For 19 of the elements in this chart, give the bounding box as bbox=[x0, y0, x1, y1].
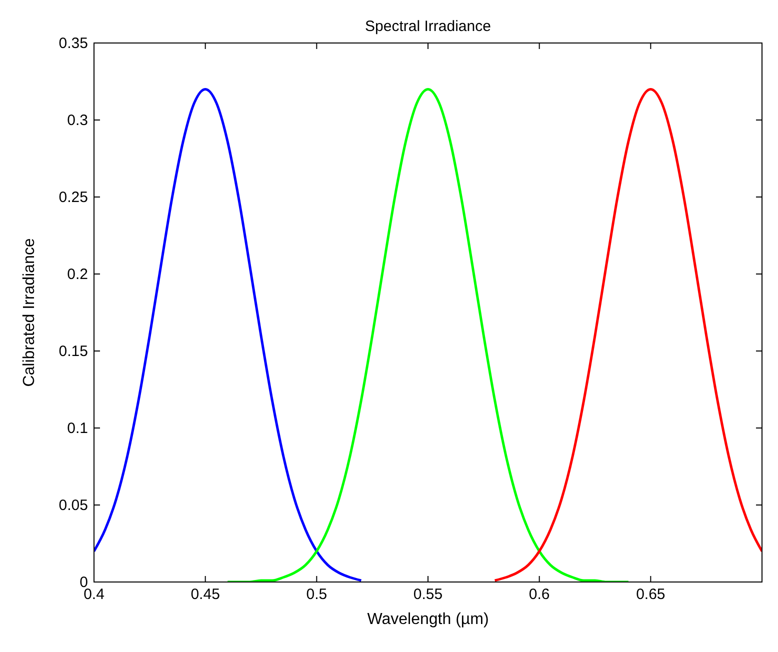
y-tick-label: 0.2 bbox=[67, 266, 88, 283]
y-axis-title: Calibrated Irradiance bbox=[21, 238, 38, 387]
x-tick-label: 0.4 bbox=[84, 586, 104, 603]
y-tick-label: 0.35 bbox=[58, 35, 88, 52]
y-tick-label: 0.3 bbox=[67, 112, 88, 129]
line-series bbox=[226, 88, 630, 582]
x-tick-label: 0.65 bbox=[636, 586, 666, 603]
line-series bbox=[94, 88, 362, 582]
y-tick-label: 0.1 bbox=[67, 420, 88, 437]
y-tick-label: 0.05 bbox=[58, 497, 88, 514]
y-tick-label: 0.15 bbox=[58, 343, 88, 360]
line-series bbox=[494, 88, 762, 582]
x-axis-title: Wavelength (µm) bbox=[367, 611, 489, 628]
chart-title: Spectral Irradiance bbox=[365, 18, 491, 35]
x-tick-label: 0.5 bbox=[306, 586, 328, 603]
y-tick-label: 0.25 bbox=[58, 189, 88, 206]
x-tick-label: 0.45 bbox=[190, 586, 220, 603]
x-tick-label: 0.6 bbox=[528, 586, 550, 603]
x-tick-label: 0.55 bbox=[413, 586, 443, 603]
